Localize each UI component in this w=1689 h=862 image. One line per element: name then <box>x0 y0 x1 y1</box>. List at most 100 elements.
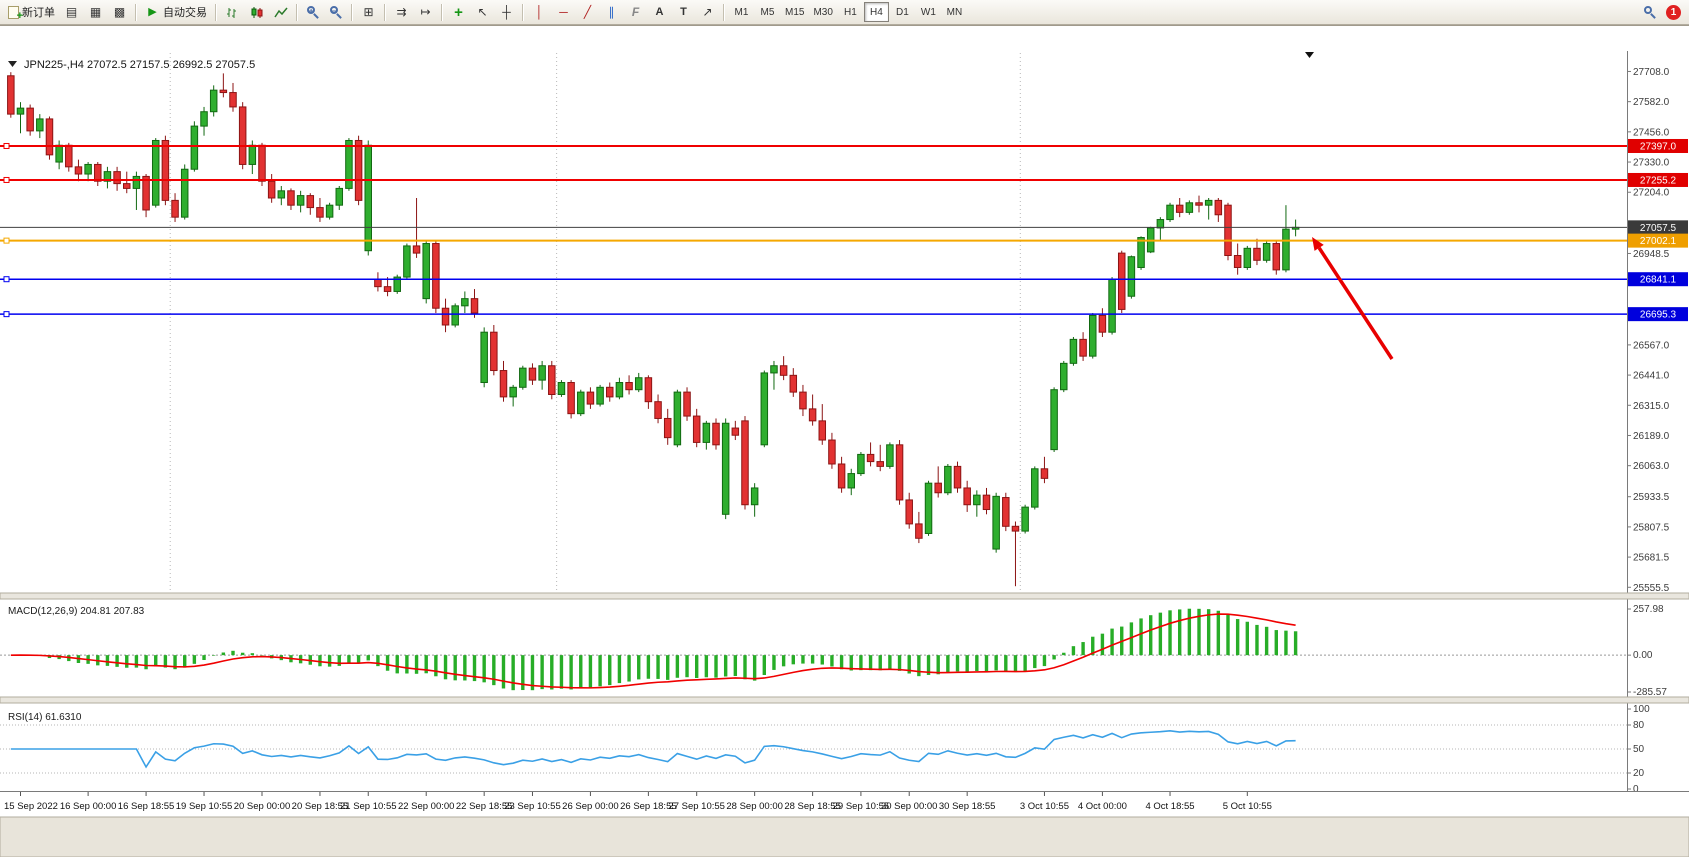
hline-anchor[interactable] <box>3 142 10 149</box>
hline-anchor[interactable] <box>3 176 10 183</box>
candle-body <box>403 245 411 278</box>
indicators-button[interactable]: + <box>447 2 470 22</box>
candle-body <box>238 106 247 165</box>
timeframe-button-D1[interactable]: D1 <box>890 2 915 22</box>
panel-separator[interactable] <box>0 696 1689 704</box>
price-tick-label: 26189.0 <box>1633 431 1670 442</box>
candle-body <box>567 382 575 415</box>
hline-anchor[interactable] <box>3 276 10 283</box>
candle-body <box>886 444 894 467</box>
cursor-icon: ↖ <box>477 4 488 19</box>
data-window-button[interactable]: ▦ <box>84 2 107 22</box>
trendline-button[interactable]: ╱ <box>576 2 599 22</box>
compass-icon: ▩ <box>113 4 126 19</box>
fibo-icon: F <box>631 4 640 19</box>
price-badge-label: 26695.3 <box>1640 310 1677 321</box>
new-order-button-label: 新订单 <box>22 7 55 19</box>
candle-body <box>354 139 363 201</box>
tile-windows-button[interactable]: ⊞ <box>357 2 380 22</box>
candle-body <box>789 374 798 393</box>
candle-body <box>509 386 517 398</box>
timeframe-button-W1[interactable]: W1 <box>916 2 941 22</box>
time-label: 30 Sep 00:00 <box>881 801 938 812</box>
zoom-in-button[interactable]: + <box>302 2 324 22</box>
channel-icon: ∥ <box>608 4 615 19</box>
alert-badge[interactable]: 1 <box>1666 4 1681 20</box>
candle-body <box>1050 389 1058 451</box>
time-label: 26 Sep 00:00 <box>562 801 619 812</box>
chart-menu-arrow-icon[interactable] <box>1305 52 1314 58</box>
text-button[interactable]: A <box>648 2 671 22</box>
auto-scroll-button[interactable]: ⇉ <box>390 2 413 22</box>
candles-series <box>7 72 1300 587</box>
horizontal-line-button[interactable]: ─ <box>552 2 575 22</box>
candle-body <box>451 305 459 326</box>
candlestick-button[interactable] <box>245 2 268 22</box>
hline-anchor[interactable] <box>3 311 10 318</box>
channel-button[interactable]: ∥ <box>600 2 623 22</box>
timeframe-button-H4[interactable]: H4 <box>863 2 889 22</box>
candle-body <box>857 453 865 475</box>
timeframe-button-M30[interactable]: M30 <box>809 2 836 22</box>
arrows-button[interactable]: ↗ <box>696 2 719 22</box>
candle-body <box>1156 219 1165 229</box>
crosshair-button[interactable]: ┼ <box>495 2 518 22</box>
annotation-arrow[interactable] <box>1317 246 1394 360</box>
bar-chart-button[interactable] <box>221 2 244 22</box>
timeframe-button-M5[interactable]: M5 <box>755 2 780 22</box>
candle-body <box>644 377 653 403</box>
hline-anchor[interactable] <box>3 237 10 244</box>
time-label: 26 Sep 18:55 <box>620 801 677 812</box>
candle-body <box>94 163 102 182</box>
chart-plot-area[interactable] <box>0 25 1689 857</box>
chart-svg: 27708.0 27582.0 27456.0 27330.0 27204.0 26948… <box>0 25 1689 858</box>
candle-body <box>161 139 170 201</box>
time-label: 19 Sep 10:55 <box>176 801 233 812</box>
annotation-arrow-head[interactable] <box>1312 237 1324 251</box>
line-chart-button[interactable] <box>269 2 292 22</box>
candle-body <box>65 144 73 168</box>
candle-body <box>944 465 952 494</box>
text-t-icon: T <box>680 5 687 18</box>
candle-body <box>837 463 846 489</box>
rsi-axis-label: 50 <box>1633 744 1645 755</box>
chart-shift-button[interactable]: ↦ <box>414 2 437 22</box>
timeframe-button-M1[interactable]: M1 <box>729 2 754 22</box>
zoom-out-button[interactable]: − <box>325 2 347 22</box>
cursor-button[interactable]: ↖ <box>471 2 494 22</box>
candle-body <box>209 89 218 113</box>
fibonacci-button[interactable]: F <box>624 2 647 22</box>
candle-body <box>84 163 92 175</box>
candle-body <box>151 139 160 206</box>
toolbar-separator <box>522 3 524 21</box>
timeframe-button-H1[interactable]: H1 <box>838 2 863 22</box>
hline-icon: ─ <box>559 4 568 19</box>
price-tick-label: 26063.0 <box>1633 461 1670 472</box>
label-button[interactable]: T <box>672 2 695 22</box>
navigator-button[interactable]: ▩ <box>108 2 131 22</box>
tile-icon: ⊞ <box>363 4 374 19</box>
new-order-button[interactable]: 新订单 <box>4 2 59 24</box>
time-label: 23 Sep 10:55 <box>504 801 561 812</box>
collapse-arrow-icon[interactable] <box>8 61 17 67</box>
rsi-axis-label: 80 <box>1633 720 1645 731</box>
candle-body <box>953 465 962 489</box>
panel-separator[interactable] <box>0 592 1689 600</box>
vertical-line-button[interactable]: │ <box>528 2 551 22</box>
candle-body <box>1253 247 1261 261</box>
search-button[interactable] <box>1639 2 1661 22</box>
candle-body <box>1166 204 1174 221</box>
candle-body <box>374 278 382 288</box>
candle-body <box>577 391 585 415</box>
time-label: 5 Oct 10:55 <box>1223 801 1272 812</box>
candle-body <box>915 523 923 539</box>
chart-headline: JPN225-,H4 27072.5 27157.5 26992.5 27057… <box>24 59 255 71</box>
market-watch-button[interactable]: ▤ <box>60 2 83 22</box>
macd-axis-label: 257.98 <box>1633 604 1664 615</box>
timeframe-button-M15[interactable]: M15 <box>781 2 808 22</box>
timeframe-button-MN[interactable]: MN <box>942 2 967 22</box>
line-icon <box>273 5 288 20</box>
autotrade-button[interactable]: ▶ 自动交易 <box>141 2 211 22</box>
candle-body <box>673 391 682 446</box>
candle-body <box>760 372 769 446</box>
